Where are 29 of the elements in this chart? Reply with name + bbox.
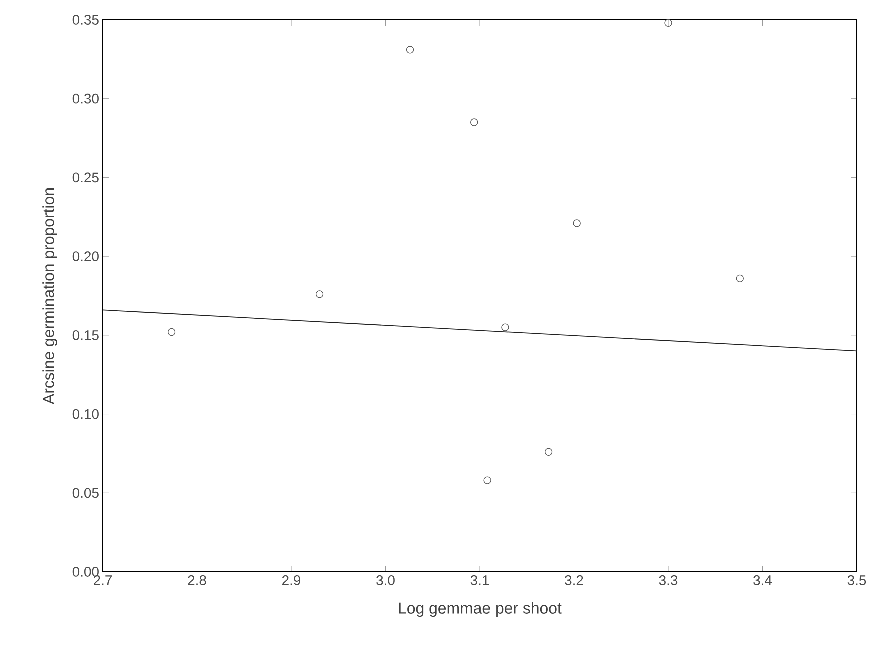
point (573, 220, 581, 228)
y-tick-label: 0.35 (72, 15, 99, 25)
x-tick-label: 3.5 (848, 576, 866, 586)
x-tick-label: 2.9 (282, 576, 301, 586)
point (406, 46, 414, 54)
y-tick-label: 0.05 (72, 488, 99, 498)
y-tick-label: 0.15 (72, 330, 99, 340)
x-tick-label: 2.8 (188, 576, 206, 586)
x-tick-label: 3.0 (376, 576, 395, 586)
y-tick-label: 0.30 (72, 94, 99, 104)
x-tick-label: 3.2 (565, 576, 584, 586)
x-tick-label: 2.7 (94, 576, 112, 586)
point (736, 274, 744, 282)
point (544, 448, 553, 456)
y-tick-label: 0.20 (72, 252, 99, 262)
y-tick-label: 0.00 (72, 567, 99, 577)
x-tick-label: 3.1 (470, 576, 490, 586)
y-tick-label: 0.10 (72, 409, 99, 420)
point (168, 328, 176, 336)
point (484, 476, 492, 484)
point (502, 324, 510, 332)
point (470, 118, 478, 126)
x-tick-label: 3.3 (659, 576, 678, 586)
point (316, 290, 324, 298)
y-tick-label: 0.25 (72, 172, 99, 183)
y-axis-title: Arcsine germination proportion (42, 188, 58, 405)
point (664, 19, 672, 27)
x-tick-label: 3.4 (754, 576, 772, 586)
x-axis-title: Log gemmae per shoot (399, 602, 562, 618)
